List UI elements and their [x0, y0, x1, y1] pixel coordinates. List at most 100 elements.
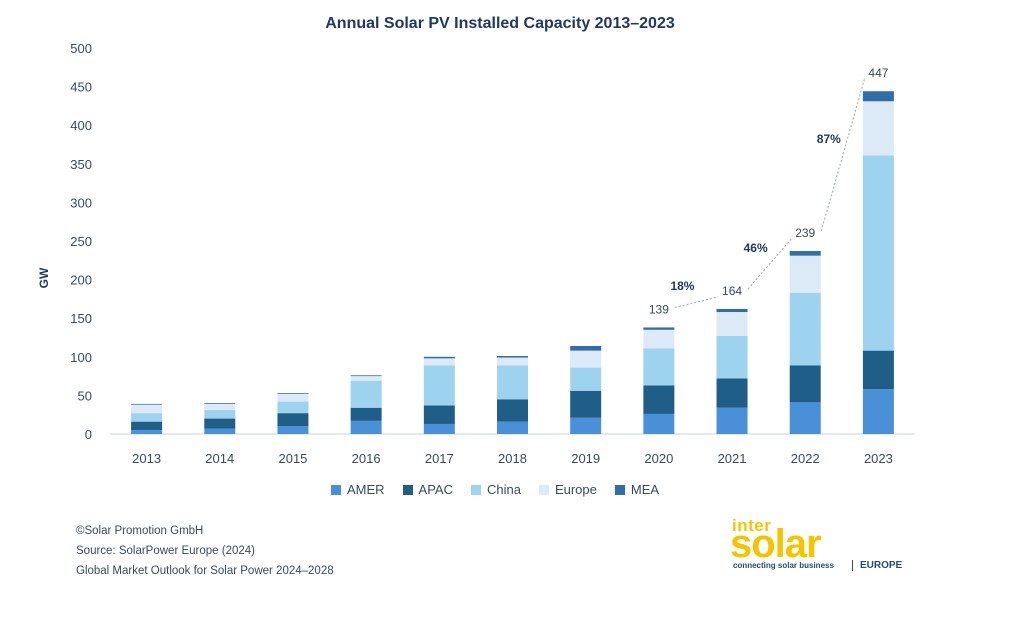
legend-label: China: [486, 482, 521, 497]
logo-region: EUROPE: [860, 560, 903, 571]
bar-segment-apac: [277, 413, 309, 427]
bar-segment-amer: [350, 420, 382, 434]
bar-segment-europe: [716, 312, 748, 336]
growth-connector: [820, 79, 865, 232]
x-tick-label: 2013: [132, 451, 161, 466]
y-tick-label: 50: [78, 388, 92, 403]
bar-segment-china: [716, 335, 748, 379]
bar-segment-mea: [131, 403, 163, 405]
bar-segment-apac: [862, 350, 894, 390]
bar-segment-europe: [277, 393, 309, 402]
bar-segment-china: [277, 401, 309, 414]
bar-segment-europe: [423, 358, 455, 366]
legend-swatch: [330, 484, 341, 495]
credit-copyright: ©Solar Promotion GmbH: [76, 525, 204, 537]
bar-segment-mea: [277, 393, 309, 394]
legend-item-amer: AMER: [330, 482, 385, 497]
logo-solar: solar: [730, 522, 822, 566]
credit-publication: Global Market Outlook for Solar Power 20…: [76, 565, 334, 577]
y-tick-label: 300: [70, 195, 92, 210]
legend-label: AMER: [346, 482, 385, 497]
bar-segment-china: [643, 348, 675, 386]
logo-separator: [852, 560, 853, 571]
bar-segment-china: [570, 367, 602, 391]
bar-segment-europe: [131, 404, 163, 414]
bar-segment-europe: [497, 357, 528, 366]
bar-segment-china: [204, 410, 236, 419]
bar-segment-amer: [789, 402, 821, 434]
total-label: 139: [649, 302, 669, 316]
y-tick-label: 250: [70, 234, 92, 249]
bar-segment-amer: [204, 428, 236, 434]
legend-swatch: [614, 484, 625, 495]
legend-label: MEA: [630, 482, 660, 497]
bar-segment-europe: [350, 376, 382, 381]
y-tick-label: 100: [70, 350, 92, 365]
bar-segment-mea: [789, 251, 821, 256]
x-tick-label: 2015: [278, 451, 307, 466]
bar-segment-mea: [423, 356, 455, 359]
bar-segment-amer: [643, 413, 675, 434]
bar-segment-amer: [277, 426, 309, 434]
bar-segment-mea: [497, 356, 528, 358]
legend-label: APAC: [418, 482, 453, 497]
y-tick-label: 0: [85, 427, 92, 442]
x-tick-label: 2017: [425, 451, 454, 466]
bar-segment-mea: [862, 91, 894, 102]
y-tick-label: 450: [70, 80, 92, 95]
bar-segment-mea: [204, 403, 236, 404]
total-label: 164: [722, 284, 742, 298]
bar-segment-apac: [423, 405, 455, 424]
y-tick-label: 500: [70, 41, 92, 56]
bar-segment-europe: [862, 101, 894, 156]
y-tick-label: 200: [70, 273, 92, 288]
bar-segment-china: [350, 380, 382, 408]
bar-segment-apac: [204, 418, 236, 429]
growth-label: 46%: [744, 241, 768, 255]
bar-segment-china: [497, 365, 528, 400]
total-label: 239: [795, 226, 815, 240]
total-label: 447: [868, 66, 888, 80]
legend-item-china: China: [470, 482, 521, 497]
bar-segment-europe: [204, 403, 236, 411]
y-tick-label: 150: [70, 311, 92, 326]
bar-segment-china: [131, 413, 163, 422]
logo-inter: inter: [732, 516, 772, 535]
intersolar-logo: inter solar connecting solar business EU…: [730, 516, 915, 576]
credits: ©Solar Promotion GmbH Source: SolarPower…: [76, 521, 334, 581]
x-tick-label: 2021: [718, 451, 747, 466]
bar-segment-china: [789, 292, 821, 366]
chart-title: Annual Solar PV Installed Capacity 2013–…: [325, 15, 675, 32]
logo-tagline: connecting solar business: [733, 561, 834, 570]
x-tick-label: 2019: [571, 451, 600, 466]
bar-segment-amer: [497, 421, 528, 434]
bar-segment-mea: [716, 308, 748, 313]
growth-label: 18%: [670, 279, 694, 293]
x-tick-label: 2023: [864, 451, 893, 466]
y-tick-label: 400: [70, 118, 92, 133]
bar-segment-europe: [789, 255, 821, 293]
bar-segment-apac: [643, 385, 675, 414]
bar-segment-amer: [570, 417, 602, 434]
bar-segment-amer: [131, 430, 163, 434]
bar-segment-amer: [423, 423, 455, 434]
bar-segment-amer: [716, 407, 748, 434]
bar-segment-apac: [350, 407, 382, 421]
legend-item-apac: APAC: [402, 482, 453, 497]
bar-segment-apac: [789, 365, 821, 403]
x-tick-label: 2018: [498, 451, 527, 466]
bar-segment-amer: [862, 389, 894, 434]
legend-item-europe: Europe: [538, 482, 597, 497]
y-axis-label: GW: [37, 267, 51, 288]
growth-connector: [674, 296, 719, 308]
bar-segment-china: [423, 365, 455, 406]
bar-segment-mea: [570, 345, 602, 351]
bar-segment-apac: [570, 390, 602, 418]
bar-segment-mea: [350, 375, 382, 377]
bar-segment-apac: [131, 421, 163, 431]
legend-swatch: [402, 484, 413, 495]
x-tick-label: 2020: [644, 451, 673, 466]
bar-segment-europe: [570, 350, 602, 368]
bar-segment-europe: [643, 329, 675, 349]
bar-segment-apac: [497, 399, 528, 422]
